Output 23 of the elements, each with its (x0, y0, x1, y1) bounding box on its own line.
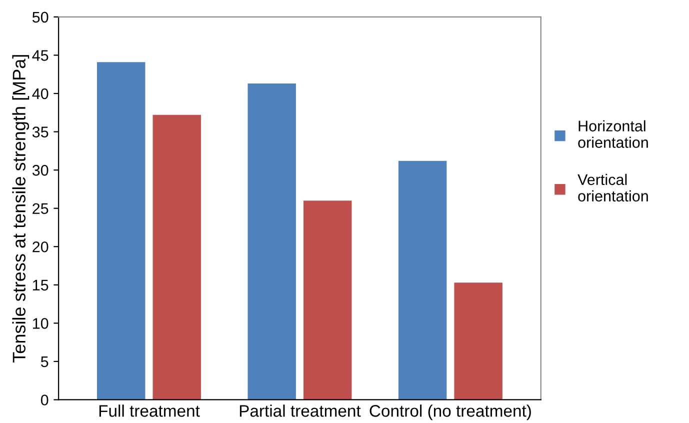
y-tick-label: 0 (40, 394, 48, 406)
x-tick-label: Control (no treatment) (370, 404, 531, 420)
y-tick-label: 30 (32, 164, 48, 176)
y-tick-label: 20 (32, 241, 48, 252)
x-tick-label: Partial treatment (240, 404, 361, 417)
y-tick-label: 45 (32, 50, 48, 61)
y-axis-title: Tensile stress at tensile strength [MPa] (12, 55, 30, 362)
bar (303, 200, 352, 400)
y-tick-label: 25 (32, 203, 48, 214)
y-tick-label: 40 (32, 88, 48, 100)
bar (248, 84, 296, 400)
bar (97, 62, 146, 400)
legend-label: Vertical orientation (578, 174, 648, 202)
y-tick-label: 50 (32, 12, 48, 23)
y-tick-label: 10 (33, 318, 48, 329)
bar (152, 114, 201, 400)
y-tick-label: 5 (40, 356, 48, 368)
x-tick-label: Full treatment (99, 404, 200, 417)
bar (398, 160, 447, 400)
y-tick-label: 35 (32, 126, 48, 138)
legend-label: Horizontal orientation (578, 120, 648, 148)
y-tick-label: 15 (33, 280, 48, 291)
bar (454, 282, 502, 400)
